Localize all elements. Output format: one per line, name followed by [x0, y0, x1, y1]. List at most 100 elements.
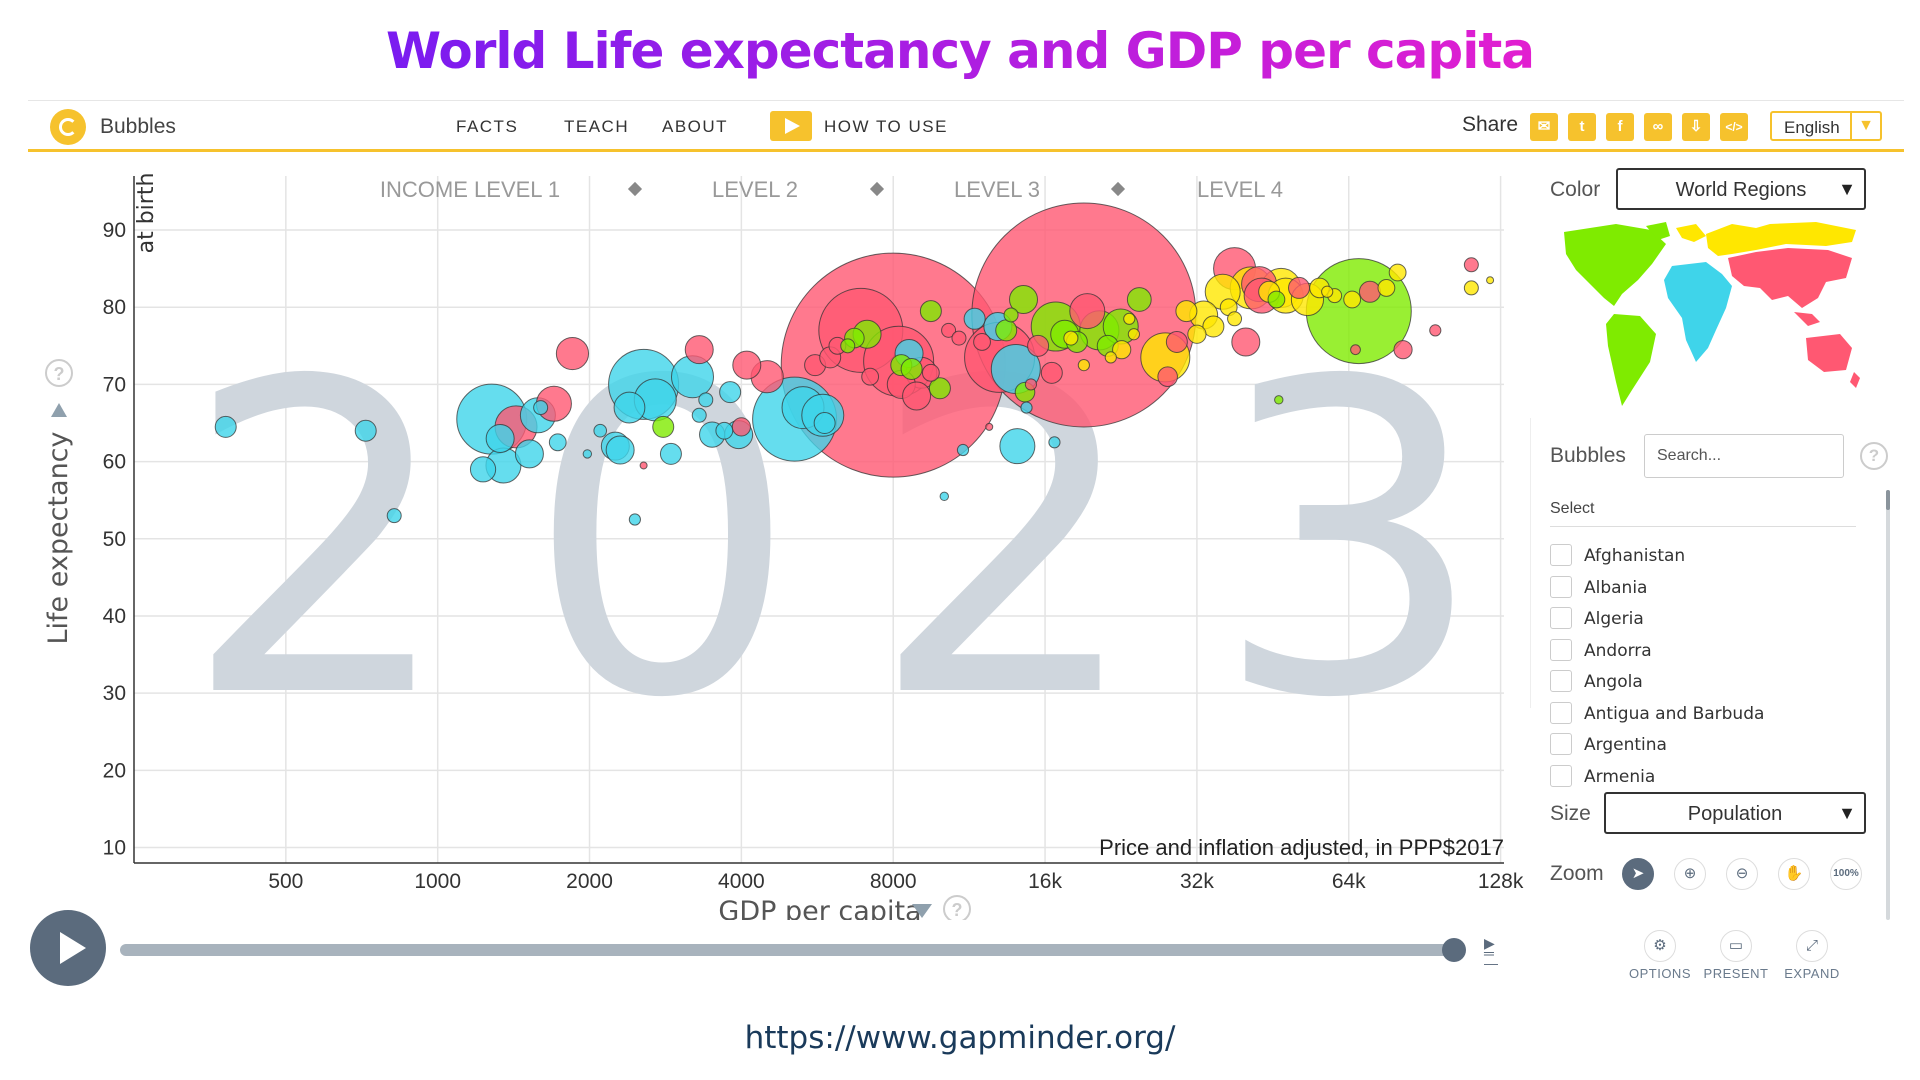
bubble[interactable]	[1024, 378, 1038, 391]
zoom-reset-button[interactable]: 100%	[1830, 858, 1862, 890]
bubble[interactable]	[939, 491, 949, 502]
country-checkbox[interactable]	[1550, 638, 1572, 661]
bubble[interactable]	[921, 363, 940, 382]
bubble[interactable]	[548, 433, 567, 452]
bubble[interactable]	[715, 421, 734, 440]
bubble[interactable]	[691, 407, 707, 423]
country-item[interactable]: Antigua and Barbuda	[1550, 698, 1870, 730]
bubble[interactable]	[1104, 351, 1117, 364]
bubble[interactable]	[1123, 312, 1136, 325]
bubble[interactable]	[1350, 344, 1361, 356]
bubble[interactable]	[985, 422, 994, 431]
country-item[interactable]: Armenia	[1550, 761, 1870, 793]
bubble[interactable]	[1343, 290, 1362, 309]
bubble[interactable]	[1063, 330, 1079, 346]
bubble[interactable]	[1127, 328, 1140, 341]
bubble[interactable]	[1077, 359, 1090, 372]
country-item[interactable]: Albania	[1550, 572, 1870, 604]
country-checkbox[interactable]	[1550, 733, 1572, 755]
bubble[interactable]	[1288, 276, 1311, 299]
country-checkbox[interactable]	[1550, 607, 1572, 629]
size-select[interactable]: Population ▼	[1604, 792, 1866, 834]
bubble[interactable]	[719, 381, 742, 404]
country-item[interactable]: Angola	[1550, 666, 1870, 698]
bubble[interactable]	[593, 423, 608, 438]
bubble[interactable]	[973, 333, 991, 351]
bubble[interactable]	[1231, 327, 1261, 357]
timeline-slider-track[interactable]	[120, 944, 1454, 956]
bubble[interactable]	[1069, 293, 1106, 330]
bubble[interactable]	[919, 300, 942, 323]
source-url[interactable]: https://www.gapminder.org/	[744, 1020, 1176, 1056]
bubble[interactable]	[1126, 287, 1152, 312]
x-axis-title[interactable]: GDP per capita	[718, 896, 921, 920]
language-select[interactable]: English ▼	[1770, 111, 1882, 141]
bubble[interactable]	[1009, 285, 1039, 315]
bubble[interactable]	[1165, 330, 1188, 353]
embed-code-icon[interactable]: </>	[1720, 113, 1748, 141]
country-checkbox[interactable]	[1550, 670, 1572, 692]
bubble[interactable]	[555, 336, 590, 371]
bubble[interactable]	[999, 428, 1036, 465]
bubble[interactable]	[1048, 436, 1061, 449]
present-button-label[interactable]: PRESENT	[1703, 966, 1769, 981]
bubbles-logo-icon[interactable]	[50, 109, 86, 145]
bubble[interactable]	[1112, 340, 1132, 360]
bubble[interactable]	[1429, 324, 1442, 337]
y-axis-dropdown-icon[interactable]	[51, 403, 67, 417]
bubble[interactable]	[386, 508, 402, 524]
help-icon[interactable]: ?	[1860, 442, 1888, 470]
x-axis-help-icon[interactable]	[943, 895, 971, 920]
bubble[interactable]	[963, 307, 986, 330]
nav-how-to-use[interactable]: HOW TO USE	[824, 117, 948, 136]
bubble[interactable]	[1463, 257, 1479, 273]
mail-icon[interactable]: ✉	[1530, 113, 1558, 141]
download-icon[interactable]: ⇩	[1682, 113, 1710, 141]
bubble[interactable]	[1393, 340, 1413, 360]
expand-icon[interactable]: ⤢	[1796, 930, 1828, 962]
country-item[interactable]: Algeria	[1550, 603, 1870, 635]
options-button-label[interactable]: OPTIONS	[1628, 966, 1691, 981]
bubble[interactable]	[652, 415, 675, 438]
bubble[interactable]	[951, 330, 967, 346]
nav-facts[interactable]: FACTS	[456, 117, 519, 136]
country-checkbox[interactable]	[1550, 575, 1572, 598]
bubble[interactable]	[1321, 285, 1334, 298]
zoom-out-icon[interactable]: ⊖	[1726, 858, 1758, 890]
bubble[interactable]	[995, 319, 1018, 342]
bubble[interactable]	[1187, 324, 1207, 344]
brand-name[interactable]: Bubbles	[100, 115, 176, 138]
bubble[interactable]	[1202, 315, 1225, 338]
country-checkbox[interactable]	[1550, 544, 1572, 566]
y-axis-title[interactable]: Life expectancy	[43, 431, 74, 644]
bubble[interactable]	[1175, 300, 1198, 323]
bubble[interactable]	[613, 391, 646, 424]
bubble[interactable]	[485, 423, 515, 453]
bubble[interactable]	[1274, 395, 1284, 405]
bubble[interactable]	[354, 419, 377, 442]
present-icon[interactable]: ▭	[1720, 930, 1752, 962]
nav-about[interactable]: ABOUT	[662, 117, 729, 136]
bubble[interactable]	[605, 435, 635, 465]
country-list-scrollbar[interactable]	[1886, 490, 1890, 920]
cursor-icon[interactable]: ➤	[1622, 858, 1654, 890]
bubble[interactable]	[861, 367, 880, 386]
bubble[interactable]	[956, 443, 970, 457]
bubble[interactable]	[1020, 401, 1033, 414]
country-item[interactable]: Argentina	[1550, 729, 1870, 761]
speed-control-icon[interactable]: ▶ ═ —	[1484, 935, 1498, 971]
bubble[interactable]	[214, 415, 237, 438]
country-search-input[interactable]	[1644, 434, 1844, 478]
bubble[interactable]	[582, 449, 593, 459]
bubble[interactable]	[1003, 307, 1019, 323]
link-icon[interactable]: ∞	[1644, 113, 1672, 141]
x-axis-dropdown-icon[interactable]	[912, 904, 932, 918]
how-to-use-play-icon[interactable]	[770, 111, 812, 141]
bubble[interactable]	[639, 461, 648, 470]
bubble[interactable]	[1040, 361, 1063, 384]
bubble[interactable]	[1157, 366, 1178, 387]
y-axis-help-icon[interactable]	[45, 359, 73, 387]
bubble[interactable]	[928, 377, 951, 400]
bubble[interactable]	[1463, 280, 1479, 296]
